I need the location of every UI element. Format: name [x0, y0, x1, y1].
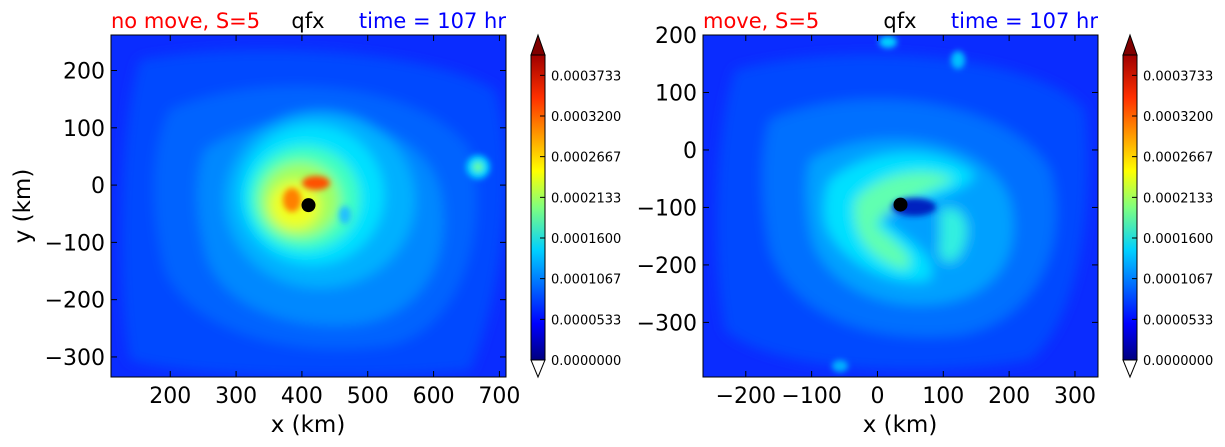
x-tick-label: 600 — [413, 384, 455, 409]
panel-right-xlabel: x (km) — [863, 412, 938, 438]
panel-right-colorbar-ticks: 0.0003733 0.0003200 0.0002667 0.0002133 0.00… — [1132, 69, 1213, 369]
colorbar-tick-label: 0.0002667 — [551, 151, 621, 166]
panel-left-colorbar-extend-min — [530, 359, 546, 379]
panel-left-title-left: no move, S=5 — [111, 9, 260, 33]
panel-right-frame — [702, 34, 1099, 378]
panel-left-center-marker — [301, 198, 316, 213]
y-tick-label: 0 — [91, 174, 105, 199]
panel-right-xticks: −200 −100 0 100 200 300 — [716, 35, 1096, 409]
y-tick-label: −200 — [45, 289, 105, 314]
y-tick-label: −300 — [45, 346, 105, 371]
x-tick-label: −200 — [716, 384, 776, 409]
colorbar-tick-label: 0.0002667 — [1143, 151, 1213, 166]
x-tick-label: 700 — [478, 384, 520, 409]
panel-right: move, S=5 qfx time = 107 hr −200 −100 0 100 — [637, 9, 1214, 438]
y-tick-label: 100 — [655, 81, 697, 106]
colorbar-tick-label: 0.0003733 — [551, 69, 621, 84]
panel-right-colorbar-extend-max — [1122, 33, 1138, 56]
panel-left-ylabel: y (km) — [10, 169, 36, 244]
panel-left-yticks: 200 100 0 −100 −200 −300 — [45, 60, 506, 371]
panel-left-colorbar-extend-max — [530, 33, 546, 56]
y-tick-label: 200 — [655, 24, 697, 49]
panel-right-title-left: move, S=5 — [703, 9, 819, 33]
x-tick-label: 500 — [347, 384, 389, 409]
colorbar-tick-label: 0.0001600 — [551, 232, 621, 247]
panel-right-title-center: qfx — [883, 9, 916, 33]
x-tick-label: 0 — [870, 384, 884, 409]
colorbar-tick-label: 0.0002133 — [551, 191, 621, 206]
y-tick-label: −100 — [45, 231, 105, 256]
x-tick-label: 300 — [1054, 384, 1096, 409]
x-tick-label: 200 — [988, 384, 1030, 409]
colorbar-tick-label: 0.0001067 — [551, 273, 621, 288]
colorbar-tick-label: 0.0000533 — [551, 313, 621, 328]
panel-left-xlabel: x (km) — [271, 412, 346, 438]
colorbar-tick-label: 0.0003200 — [1143, 110, 1213, 125]
panel-left-title-center: qfx — [291, 9, 324, 33]
colorbar-tick-label: 0.0000533 — [1143, 313, 1213, 328]
panel-right-yticks: 200 100 0 −100 −200 −300 — [637, 24, 1098, 336]
panel-right-field — [703, 35, 1098, 377]
panel-right-center-marker — [893, 197, 908, 212]
colorbar-tick-label: 0.0001067 — [1143, 273, 1213, 288]
x-tick-label: 300 — [215, 384, 257, 409]
panel-left-colorbar-ticks: 0.0003733 0.0003200 0.0002667 0.0002133 0.00… — [540, 69, 621, 369]
panel-left-title-right: time = 107 hr — [359, 9, 506, 33]
panel-left-field — [111, 35, 506, 377]
colorbar-tick-label: 0.0003733 — [1143, 69, 1213, 84]
panel-left-xticks: 200 300 400 500 600 700 — [149, 35, 520, 409]
colorbar-tick-label: 0.0003200 — [551, 110, 621, 125]
y-tick-label: 0 — [683, 139, 697, 164]
panel-right-colorbar: 0.0003733 0.0003200 0.0002667 0.0002133 0.00… — [1122, 33, 1213, 379]
y-tick-label: −100 — [637, 196, 697, 221]
colorbar-tick-label: 0.0000000 — [551, 354, 621, 369]
panel-left: no move, S=5 qfx time = 107 hr — [10, 9, 621, 438]
y-tick-label: 100 — [63, 117, 105, 142]
x-tick-label: 100 — [922, 384, 964, 409]
x-tick-label: 200 — [149, 384, 191, 409]
panel-left-frame — [110, 34, 507, 378]
colorbar-tick-label: 0.0002133 — [1143, 191, 1213, 206]
colorbar-tick-label: 0.0001600 — [1143, 232, 1213, 247]
panel-right-colorbar-extend-min — [1122, 359, 1138, 379]
colorbar-tick-label: 0.0000000 — [1143, 354, 1213, 369]
x-tick-label: −100 — [781, 384, 841, 409]
y-tick-label: −200 — [637, 254, 697, 279]
y-tick-label: −300 — [637, 311, 697, 336]
panel-right-title-right: time = 107 hr — [951, 9, 1098, 33]
x-tick-label: 400 — [281, 384, 323, 409]
panel-left-colorbar: 0.0003733 0.0003200 0.0002667 0.0002133 0.00… — [530, 33, 621, 379]
y-tick-label: 200 — [63, 60, 105, 85]
